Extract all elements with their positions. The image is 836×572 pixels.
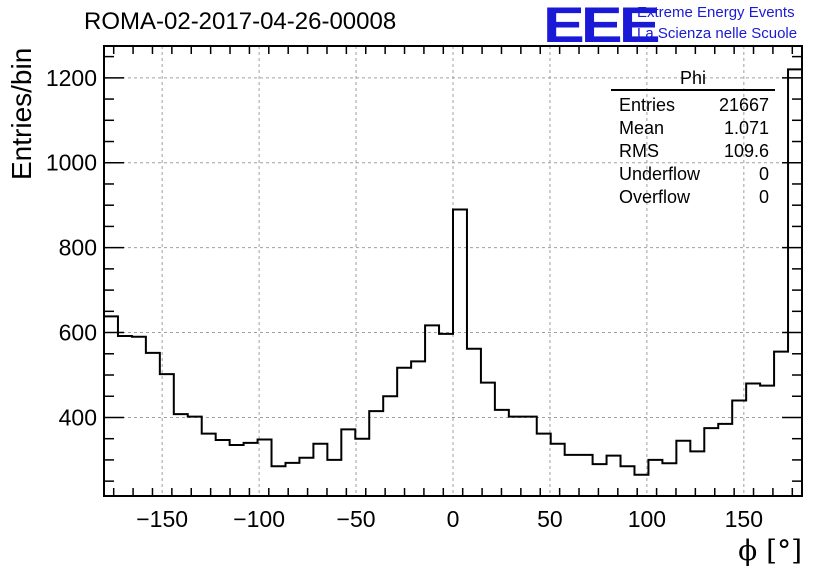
y-tick-label: 800 (59, 235, 97, 261)
stats-row: RMS 109.6 (611, 140, 775, 163)
chart-title: ROMA-02-2017-04-26-00008 (84, 8, 397, 35)
stats-row: Mean 1.071 (611, 117, 775, 140)
histogram-bin (718, 424, 732, 496)
x-tick-label: −50 (337, 506, 376, 532)
histogram-bin (760, 386, 774, 496)
histogram-bin (160, 374, 174, 496)
x-tick-label: −150 (136, 506, 188, 532)
x-tick-label: 0 (447, 506, 460, 532)
histogram-bin (132, 337, 146, 496)
histogram-bin (244, 443, 258, 496)
histogram-series (104, 68, 802, 497)
histogram-bin (621, 466, 635, 496)
histogram-bin (272, 466, 286, 496)
stats-value: 0 (758, 187, 769, 207)
histogram-bin (732, 400, 746, 496)
histogram-bin (355, 439, 369, 496)
histogram-bin (383, 396, 397, 496)
stats-label: Overflow (619, 187, 691, 207)
y-tick-label: 400 (59, 404, 97, 430)
histogram-bin (369, 411, 383, 496)
histogram-bin (230, 445, 244, 496)
stats-box: Phi Entries 21667 Mean 1.071 RMS 109.6 U… (611, 68, 775, 209)
histogram-bin (439, 334, 453, 496)
histogram-bin (327, 460, 341, 496)
histogram-bin (411, 361, 425, 496)
y-axis-label: Entries/bin (6, 47, 37, 180)
histogram-bin (523, 417, 537, 496)
histogram-bin (579, 455, 593, 496)
axis-ticks (104, 46, 802, 496)
histogram-bin (774, 352, 788, 496)
stats-title: Phi (611, 68, 775, 91)
histogram-bin (481, 383, 495, 496)
histogram-bin (690, 451, 704, 496)
x-tick-label: 100 (628, 506, 666, 532)
histogram-outline (104, 68, 802, 476)
histogram-bin (467, 349, 481, 496)
histogram-bin (174, 414, 188, 496)
logo-line-1: Extreme Energy Events (637, 4, 795, 21)
histogram-bin (593, 464, 607, 496)
y-tick-label: 600 (59, 320, 97, 346)
stats-row: Entries 21667 (611, 94, 775, 117)
histogram-bin (453, 209, 467, 496)
stats-label: RMS (619, 141, 659, 161)
stats-value: 1.071 (723, 118, 769, 138)
histogram-bin (704, 428, 718, 496)
histogram-bin (299, 458, 313, 496)
y-tick-label: 1200 (46, 65, 97, 91)
stats-label: Underflow (619, 164, 701, 184)
x-tick-label: 50 (537, 506, 563, 532)
histogram-bin (118, 336, 132, 496)
histogram-bin (397, 368, 411, 496)
histogram-bin (495, 410, 509, 496)
histogram-bin (746, 384, 760, 497)
plot-frame (103, 45, 803, 497)
stats-label: Mean (619, 118, 665, 138)
x-tick-label: −100 (233, 506, 285, 532)
histogram-bin (202, 434, 216, 496)
histogram-bin (509, 417, 523, 496)
histogram-bin (648, 460, 662, 496)
histogram-bin (104, 316, 118, 496)
stats-value: 0 (758, 164, 769, 184)
x-tick-label: 150 (725, 506, 763, 532)
stats-label: Entries (619, 95, 676, 115)
stats-row: Underflow 0 (611, 163, 775, 186)
logo-line-2: La Scienza nelle Scuole (637, 25, 798, 42)
eee-logo: EEE (543, 0, 661, 53)
histogram-bin (146, 353, 160, 496)
histogram-bin (188, 417, 202, 496)
stats-value: 109.6 (723, 141, 769, 161)
y-tick-label: 1000 (46, 150, 97, 176)
histogram-bin (341, 429, 355, 496)
histogram-bin (216, 440, 230, 496)
histogram-bin (537, 434, 551, 496)
histogram-bin (565, 455, 579, 496)
histogram-bin (258, 440, 272, 496)
histogram-bin (788, 69, 802, 496)
x-axis-label: ϕ [°] (738, 534, 802, 567)
histogram-bin (425, 325, 439, 496)
stats-row: Overflow 0 (611, 186, 775, 209)
histogram-bin (662, 463, 676, 496)
histogram-bin (551, 444, 565, 496)
stats-value: 21667 (718, 95, 769, 115)
histogram-bin (676, 441, 690, 496)
tick-labels: −150 −100 −50 0 50 100 150 400 600 800 1000 1200 (46, 65, 763, 532)
histogram-bin (313, 444, 327, 496)
